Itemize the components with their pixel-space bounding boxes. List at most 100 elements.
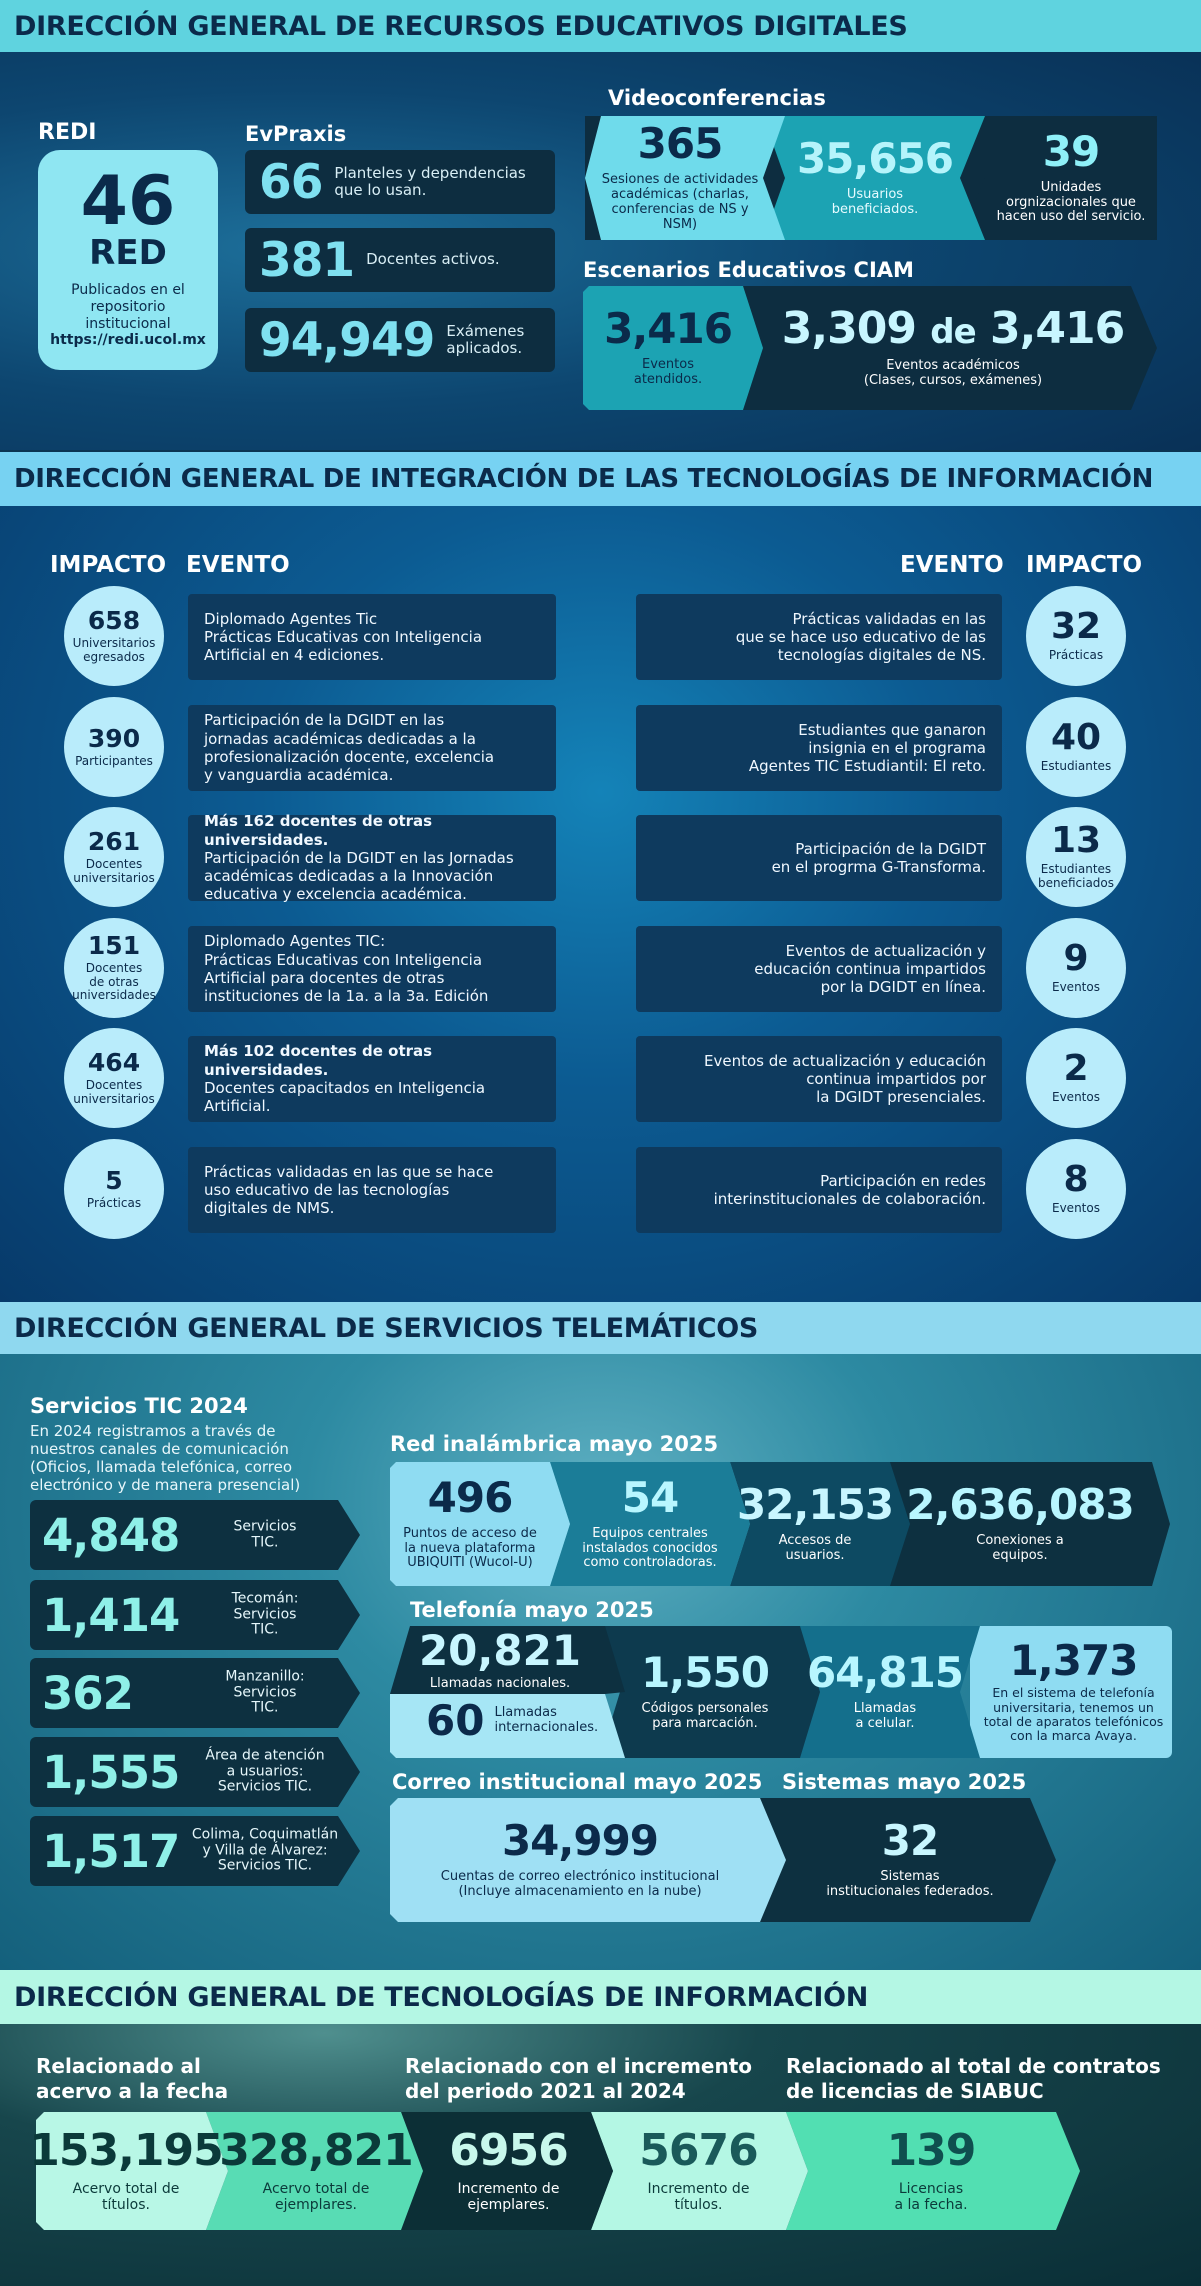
heading-incremento: Relacionado con el incremento del periodo…: [405, 2054, 752, 2104]
event-line: profesionalización docente, excelencia: [204, 748, 495, 766]
heading-licencias: Relacionado al total de contratos de lice…: [786, 2054, 1161, 2104]
tic-service-stat: 1,517 Colima, Coquimatlán y Villa de Álvar…: [30, 1816, 360, 1886]
stat-text-line: TIC.: [251, 1621, 279, 1638]
header-impacto-left: IMPACTO: [50, 552, 167, 578]
event-line: en el progrma G-Transforma.: [771, 858, 986, 876]
event-line: Artificial para docentes de otras: [204, 969, 445, 987]
acervo-stat: 153,195 Acervo total de títulos.: [29, 2112, 223, 2230]
event-box: Más 102 docentes de otras universidades.…: [188, 1036, 556, 1122]
stat-number: 32,153: [736, 1480, 894, 1530]
stat-number: 1,373: [1009, 1636, 1139, 1686]
wifi-arrow-shapes: [390, 1462, 1170, 1586]
stat-text: Exámenes: [446, 321, 525, 340]
video-stat-users: 35,656 Usuarios beneficiados.: [775, 116, 975, 240]
event-box: Prácticas validadas en las que se hace us…: [636, 594, 1002, 680]
impact-label-line: Docentes: [85, 856, 143, 871]
impact-number: 658: [87, 605, 141, 635]
impact-number: 2: [1063, 1048, 1089, 1090]
stat-text: títulos.: [674, 2197, 723, 2213]
evpraxis-stat: 94,949 Exámenes aplicados.: [245, 308, 555, 372]
event-line: y vanguardia académica.: [204, 766, 394, 785]
stat-text: Tecomán: Servicios TIC.: [180, 1591, 350, 1638]
stat-text-line: Servicios: [233, 1518, 297, 1535]
wifi-stat: 54 Equipos centrales instalados conocidos…: [565, 1462, 735, 1586]
stat-text: para marcación.: [652, 1716, 758, 1731]
stat-text: institucionales federados.: [826, 1884, 994, 1899]
stat-number: 66: [259, 154, 323, 210]
redi-url[interactable]: https://redi.ucol.mx: [50, 332, 206, 349]
impact-label-line: Eventos: [1052, 1201, 1100, 1216]
tic-description: En 2024 registramos a través de nuestros…: [30, 1422, 300, 1494]
event-line: digitales de NMS.: [204, 1199, 335, 1218]
ciam-label: Escenarios Educativos CIAM: [583, 258, 914, 282]
impact-circle: 658 Universitarios egresados: [64, 586, 164, 686]
stat-number: 2,636,083: [906, 1480, 1134, 1530]
impact-label: Prácticas: [1049, 648, 1103, 663]
mail-label: Correo institucional mayo 2025: [392, 1770, 763, 1794]
ciam-stat-attended: 3,416 Eventos atendidos.: [583, 286, 753, 410]
ciam-arrow-shapes: [583, 286, 1157, 410]
section-recursos-educativos: DIRECCIÓN GENERAL DE RECURSOS EDUCATIVOS…: [0, 0, 1201, 450]
acervo-stat: 328,821 Acervo total de ejemplares.: [219, 2112, 413, 2230]
stat-text: Sesiones de actividades: [601, 172, 759, 188]
stat-text: con la marca Avaya.: [1010, 1728, 1137, 1744]
stat-number: 3,416: [990, 303, 1125, 355]
redi-text: repositorio: [90, 298, 166, 315]
event-line: Participación de la DGIDT en las Jornada…: [204, 848, 514, 867]
heading-line: acervo a la fecha: [36, 2079, 229, 2103]
section-title: DIRECCIÓN GENERAL DE SERVICIOS TELEMÁTIC…: [0, 1302, 1201, 1354]
stat-text: Llamadas nacionales.: [429, 1676, 571, 1691]
stat-text: a la fecha.: [894, 2197, 968, 2213]
stat-text-line: Tecomán:: [231, 1590, 299, 1607]
event-line: educación continua impartidos: [754, 959, 986, 978]
impact-label: Docentes universitarios: [73, 856, 155, 886]
impact-circle: 261 Docentes universitarios: [64, 807, 164, 907]
event-line: Participación de la DGIDT en las: [204, 711, 445, 730]
wifi-label: Red inalámbrica mayo 2025: [390, 1432, 719, 1456]
impact-circle: 8 Eventos: [1026, 1139, 1126, 1239]
impact-label: Estudiantes: [1041, 759, 1111, 774]
tel-stat: 1,550 Códigos personales para marcación.: [615, 1626, 795, 1758]
tel-label: Telefonía mayo 2025: [410, 1598, 654, 1622]
event-line: la DGIDT presenciales.: [816, 1088, 986, 1107]
stat-number: 139: [886, 2124, 977, 2176]
stat-number: 3,309: [781, 303, 917, 355]
ciam-stats: 3,416 Eventos atendidos. 3,309 de 3,416 E…: [583, 286, 1157, 410]
stat-number: 54: [621, 1472, 679, 1522]
event-line: interinstitucionales de colaboración.: [713, 1190, 986, 1208]
stat-text-line: TIC.: [251, 1534, 279, 1550]
stat-text: ejemplares.: [467, 2197, 550, 2213]
stat-text: que lo usan.: [334, 181, 427, 199]
heading-line: de licencias de SIABUC: [786, 2079, 1044, 2103]
tel-stat: 64,815 Llamadas a celular.: [805, 1626, 965, 1758]
stat-number: 1,414: [42, 1588, 180, 1642]
event-line: Diplomado Agentes Tic: [204, 609, 378, 628]
impact-label-line: egresados: [83, 649, 145, 664]
event-line: uso educativo de las tecnologías: [204, 1180, 450, 1199]
impact-label-line: Estudiantes: [1040, 862, 1112, 877]
impact-label-line: universitarios: [73, 870, 155, 885]
tic-label: Servicios TIC 2024: [30, 1394, 248, 1418]
tic-service-stat: 362 Manzanillo: Servicios TIC.: [30, 1658, 360, 1728]
heading-line: Relacionado al: [36, 2054, 201, 2078]
acervo-stat: 6956 Incremento de ejemplares.: [421, 2112, 596, 2230]
event-line: Diplomado Agentes TIC:: [204, 932, 386, 951]
section-tecnologias-informacion: DIRECCIÓN GENERAL DE TECNOLOGÍAS DE INFO…: [0, 1970, 1201, 2286]
event-box: Más 162 docentes de otras universidades.…: [188, 812, 556, 903]
stat-number: 35,656: [796, 134, 954, 184]
event-box: Estudiantes que ganaron insignia en el pr…: [636, 705, 1002, 791]
impact-number: 8: [1063, 1159, 1089, 1201]
impact-label: Estudiantes beneficiados: [1038, 862, 1114, 891]
stat-number: 4,848: [42, 1508, 180, 1562]
stat-text-line: Servicios TIC.: [217, 1778, 313, 1795]
heading-line: Relacionado al total de contratos: [786, 2054, 1161, 2078]
video-arrow-shapes: [585, 116, 1157, 240]
stat-text: UBIQUITI (Wucol-U): [407, 1555, 533, 1571]
event-line: Agentes TIC Estudiantil: El reto.: [748, 757, 986, 776]
tic-service-stat: 4,848 Servicios TIC.: [30, 1500, 360, 1570]
stat-text: Planteles y dependencias: [334, 163, 526, 182]
sys-label: Sistemas mayo 2025: [782, 1770, 1027, 1794]
stat-text: Puntos de acceso de: [403, 1525, 537, 1541]
impact-circle: 40 Estudiantes: [1026, 697, 1126, 797]
event-box: Participación de la DGIDT en las jornadas…: [188, 705, 556, 791]
